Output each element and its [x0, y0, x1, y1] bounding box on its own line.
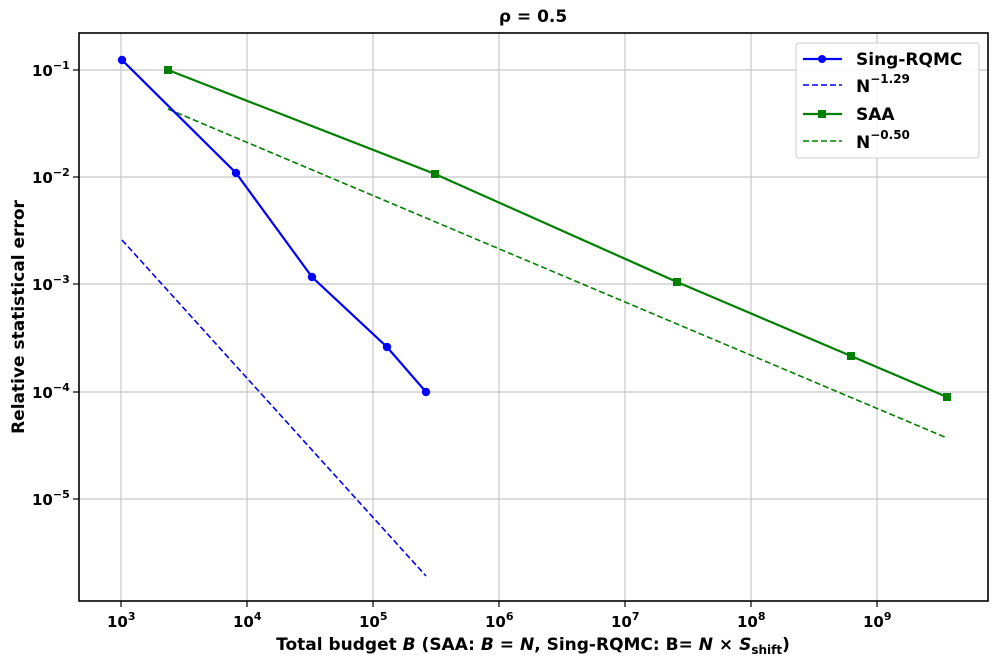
svg-text:10−4: 10−4	[32, 381, 70, 402]
x-tick-labels: 103 104 105 106 107 108 109	[107, 610, 892, 631]
y-axis-label: Relative statistical error	[9, 199, 29, 433]
svg-text:10−2: 10−2	[32, 166, 70, 187]
svg-text:Sing-RQMC: Sing-RQMC	[856, 50, 962, 70]
series-sing-rqmc	[121, 59, 427, 393]
ref-line-n-0.50	[167, 108, 948, 439]
gridlines	[79, 33, 988, 601]
y-tick-labels: 10−1 10−2 10−3 10−4 10−5	[32, 59, 70, 509]
legend-circle-marker-icon	[818, 55, 826, 63]
svg-text:107: 107	[611, 610, 640, 631]
svg-text:109: 109	[863, 610, 892, 631]
legend-square-marker-icon	[818, 110, 826, 118]
axes-frame	[78, 32, 989, 602]
ref-line-n-1.29	[121, 239, 427, 577]
chart-title: ρ = 0.5	[499, 7, 567, 27]
legend: Sing-RQMC N−1.29 SAA N−0.50	[795, 42, 980, 159]
svg-text:N−1.29: N−1.29	[856, 72, 910, 97]
svg-text:105: 105	[359, 610, 388, 631]
svg-text:10−5: 10−5	[32, 488, 70, 509]
svg-text:106: 106	[485, 610, 514, 631]
major-ticks	[73, 69, 878, 607]
svg-text:104: 104	[233, 610, 262, 631]
svg-text:10−3: 10−3	[32, 273, 70, 294]
sing-rqmc-markers	[117, 55, 431, 397]
svg-text:10−1: 10−1	[32, 59, 70, 80]
svg-text:SAA: SAA	[856, 105, 895, 125]
saa-markers	[164, 66, 951, 401]
svg-text:108: 108	[737, 610, 766, 631]
svg-text:N−0.50: N−0.50	[856, 128, 910, 153]
svg-text:103: 103	[107, 610, 136, 631]
x-axis-label: Total budget B (SAA: B = N, Sing-RQMC: B…	[276, 635, 790, 657]
